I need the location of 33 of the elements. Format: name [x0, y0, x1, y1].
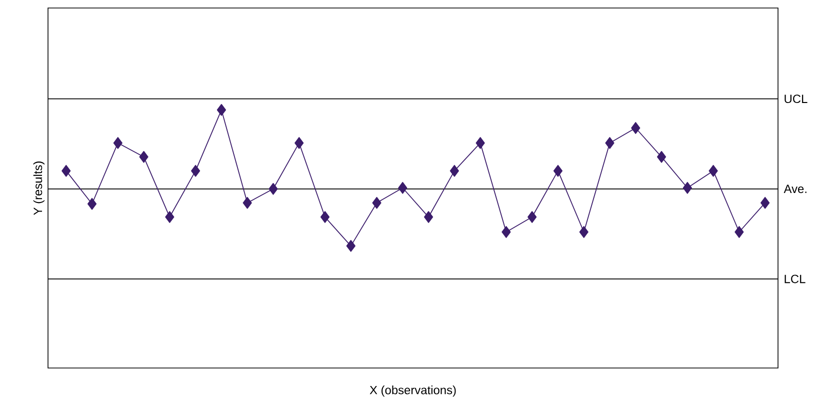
point	[242, 196, 252, 209]
point	[734, 226, 744, 238]
point	[113, 137, 122, 149]
point	[372, 196, 382, 209]
y-axis-title: Y (results)	[33, 162, 44, 215]
point	[476, 137, 485, 149]
x-axis-title: X (observations)	[370, 386, 456, 397]
ref-line-label: LCL	[784, 274, 806, 284]
point	[139, 150, 148, 163]
point	[294, 137, 304, 149]
point	[216, 104, 226, 116]
point	[631, 122, 640, 134]
point	[450, 164, 459, 177]
point	[165, 211, 174, 223]
point	[553, 164, 563, 177]
point	[502, 226, 511, 238]
point	[398, 182, 408, 194]
point	[656, 150, 666, 163]
point	[528, 211, 537, 223]
point	[605, 137, 614, 149]
point	[346, 240, 356, 252]
point	[708, 164, 718, 177]
point	[268, 182, 278, 195]
point	[320, 211, 330, 223]
point	[760, 196, 770, 209]
point	[62, 164, 71, 177]
ref-line-label: UCL	[784, 94, 808, 104]
point	[579, 226, 588, 238]
ref-line-label: Ave.	[784, 184, 806, 194]
point	[424, 211, 434, 223]
point	[87, 198, 97, 210]
point	[191, 164, 200, 177]
point	[682, 182, 692, 194]
